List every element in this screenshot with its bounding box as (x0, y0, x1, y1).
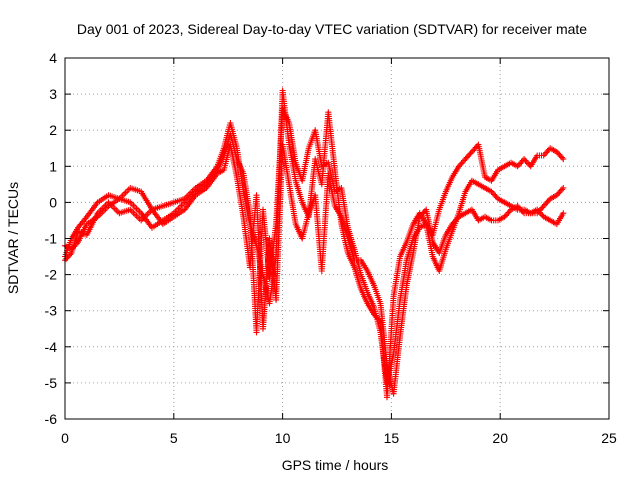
y-tick-label: 2 (49, 122, 57, 138)
x-tick-label: 0 (61, 430, 69, 446)
chart-title: Day 001 of 2023, Sidereal Day-to-day VTE… (77, 21, 587, 37)
y-axis-label: SDTVAR / TECUs (5, 182, 21, 294)
y-tick-label: -6 (45, 411, 58, 427)
x-tick-label: 20 (492, 430, 508, 446)
series-2-markers (62, 105, 567, 386)
y-tick-label: -2 (45, 267, 58, 283)
x-tick-label: 25 (601, 430, 617, 446)
y-tick-label: 4 (49, 50, 57, 66)
y-tick-label: 0 (49, 194, 57, 210)
y-tick-label: -4 (45, 339, 58, 355)
x-tick-label: 10 (275, 430, 291, 446)
y-tick-label: -1 (45, 231, 58, 247)
x-axis-label: GPS time / hours (282, 457, 389, 473)
x-tick-label: 5 (170, 430, 178, 446)
series-group (62, 87, 567, 401)
x-tick-label: 15 (384, 430, 400, 446)
x-axis: 0 5 10 15 20 25 (61, 58, 617, 446)
y-axis: -6 -5 -4 -3 -2 -1 0 1 2 3 4 (45, 50, 609, 427)
grid (65, 58, 609, 419)
y-tick-label: -3 (45, 303, 58, 319)
y-tick-label: -5 (45, 375, 58, 391)
y-tick-label: 1 (49, 158, 57, 174)
y-tick-label: 3 (49, 86, 57, 102)
